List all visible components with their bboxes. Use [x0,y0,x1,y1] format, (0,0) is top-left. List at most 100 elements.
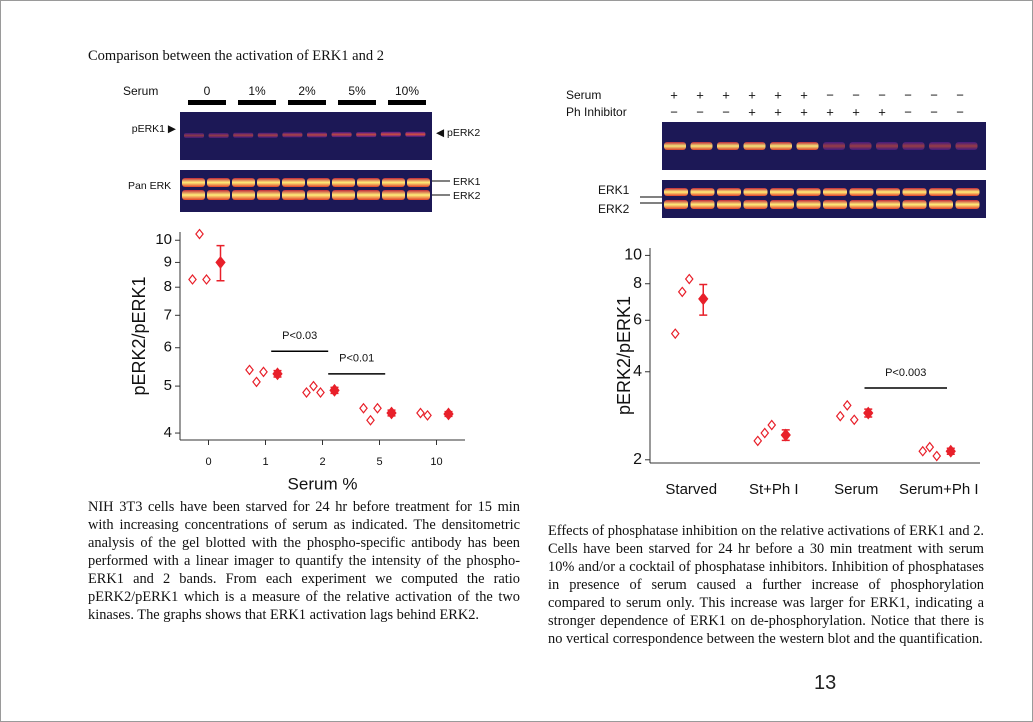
gel-band [929,188,953,196]
page-number: 13 [814,672,836,695]
x-axis-label: Serum % [288,474,358,493]
y-tick-label: 6 [633,311,642,328]
gel-band [691,188,715,196]
blot-row-label: Ph Inhibitor [566,105,627,119]
gel-band [744,188,768,196]
gel-band [381,132,401,137]
lane-bar [388,100,426,105]
lane-sign: + [878,104,886,119]
gel-band [850,188,874,196]
x-tick-label: 5 [376,456,382,468]
y-tick-label: 10 [624,247,642,264]
gel-band [956,188,980,196]
y-axis-label: pERK2/pERK1 [129,276,149,395]
right-caption: Effects of phosphatase inhibition on the… [548,522,984,648]
replicate-point [367,416,374,425]
gel-band [797,142,819,150]
gel-band [182,190,205,200]
gel-band [717,142,739,150]
gel-band [282,190,305,200]
lane-sign: + [774,104,782,119]
band-label: ERK2 [453,190,481,202]
gel-band [405,132,425,137]
y-tick-label: 8 [164,278,172,295]
mean-point [330,385,339,396]
gel-band [356,132,376,137]
replicate-point [761,428,768,437]
replicate-point [844,401,851,410]
gel-band [797,188,821,196]
marker-label: ◀ pERK2 [436,127,480,139]
lane-label: 1% [248,84,266,98]
replicate-point [374,404,381,413]
gel-band [664,188,688,196]
replicate-point [837,412,844,421]
gel-band [664,142,686,150]
gel-band [876,188,900,196]
mean-point [946,446,955,457]
lane-sign: + [696,87,704,102]
replicate-point [189,275,196,284]
mean-point [387,407,396,418]
gel-band [903,200,927,209]
gel-band [956,142,978,150]
lane-label: 2% [298,84,316,98]
gel [662,180,986,218]
lane-sign: − [670,104,678,119]
left-caption: NIH 3T3 cells have been starved for 24 h… [88,498,520,624]
band-label: ERK1 [598,183,630,197]
replicate-point [253,377,260,386]
lane-label: 10% [395,84,419,98]
lane-bar [238,100,276,105]
gel-band [691,200,715,209]
band-label: ERK1 [453,176,481,188]
gel-band [307,178,330,187]
band-label: ERK2 [598,202,630,216]
gel-band [207,190,230,200]
y-tick-label: 9 [164,253,172,270]
lane-sign: − [878,87,886,102]
gel-band [823,200,847,209]
lane-sign: + [748,87,756,102]
replicate-point [303,388,310,397]
significance-label: P<0.01 [339,353,374,365]
gel-band [770,200,794,209]
lane-sign: + [722,87,730,102]
gel-band [717,200,741,209]
y-tick-label: 6 [164,339,172,356]
y-tick-label: 2 [633,451,642,468]
lane-sign: − [904,104,912,119]
replicate-point [317,388,324,397]
mean-point [444,408,453,419]
significance-label: P<0.03 [282,330,317,342]
gel-band [691,142,713,150]
blot-row-label: Serum [566,88,601,102]
gel-band [382,190,405,200]
gel-band [850,142,872,150]
replicate-point [310,382,317,391]
gel-band [233,133,253,138]
lane-sign: + [800,87,808,102]
gel-band [184,133,204,138]
blot-row-label: Serum [123,84,158,98]
gel-band [823,142,845,150]
mean-point [216,257,225,268]
replicate-point [933,452,940,461]
replicate-point [754,436,761,445]
gel-band [232,178,255,187]
lane-sign: − [930,104,938,119]
replicate-point [203,275,210,284]
x-tick-label: St+Ph I [749,481,799,498]
y-tick-label: 7 [164,306,172,323]
slide-title: Comparison between the activation of ERK… [88,48,384,65]
replicate-point [919,447,926,456]
lane-label: 5% [348,84,366,98]
gel-band [744,200,768,209]
x-tick-label: Starved [665,481,717,498]
gel-band [357,178,380,187]
replicate-point [260,367,267,376]
replicate-point [768,421,775,430]
